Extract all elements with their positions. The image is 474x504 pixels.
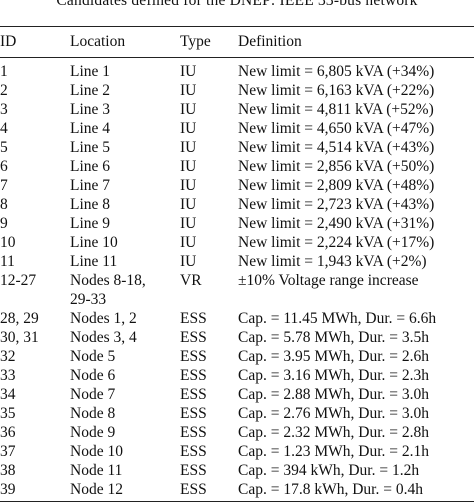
cell-definition: New limit = 2,224 kVA (+17%): [238, 234, 435, 251]
cell-location: Node 7: [70, 386, 116, 403]
cell-type: ESS: [180, 329, 207, 346]
header-type: Type: [180, 33, 211, 50]
cell-type: ESS: [180, 386, 207, 403]
cell-definition: New limit = 6,805 kVA (+34%): [238, 63, 435, 80]
cell-location: Nodes 3, 4: [70, 329, 137, 346]
cell-type: ESS: [180, 367, 207, 384]
cell-definition: New limit = 2,856 kVA (+50%): [238, 158, 435, 175]
cell-type: IU: [180, 215, 197, 232]
header-rule: [0, 57, 474, 58]
cell-definition: New limit = 2,723 kVA (+43%): [238, 196, 435, 213]
cell-definition: New limit = 4,650 kVA (+47%): [238, 120, 435, 137]
cell-id: 38: [0, 462, 16, 479]
cell-type: IU: [180, 63, 197, 80]
cell-id: 2: [0, 82, 8, 99]
cell-definition: Cap. = 2.76 MWh, Dur. = 3.0h: [238, 405, 429, 422]
cell-location: Node 12: [70, 481, 123, 498]
cell-definition: New limit = 4,811 kVA (+52%): [238, 101, 434, 118]
cell-type: ESS: [180, 481, 207, 498]
cell-id: 28, 29: [0, 310, 39, 327]
cell-location: Line 4: [70, 120, 111, 137]
cell-id: 33: [0, 367, 16, 384]
cell-location: Node 5: [70, 348, 116, 365]
cell-id: 1: [0, 63, 8, 80]
cell-location: Line 11: [70, 253, 118, 270]
cell-id: 34: [0, 386, 16, 403]
cell-type: IU: [180, 253, 197, 270]
cell-id: 10: [0, 234, 16, 251]
cell-type: IU: [180, 101, 197, 118]
cell-definition: Cap. = 11.45 MWh, Dur. = 6.6h: [238, 310, 437, 327]
bottom-rule: [0, 501, 474, 503]
cell-location: Node 6: [70, 367, 116, 384]
cell-location: Node 11: [70, 462, 123, 479]
cell-type: IU: [180, 120, 197, 137]
cell-id: 7: [0, 177, 8, 194]
cell-definition: Cap. = 2.88 MWh, Dur. = 3.0h: [238, 386, 429, 403]
cell-definition: Cap. = 2.32 MWh, Dur. = 2.8h: [238, 424, 429, 441]
table-caption: Candidates defined for the DNEP: IEEE 33…: [56, 0, 418, 9]
cell-id: 8: [0, 196, 8, 213]
cell-definition: New limit = 1,943 kVA (+2%): [238, 253, 427, 270]
cell-type: IU: [180, 234, 197, 251]
cell-type: ESS: [180, 424, 207, 441]
cell-type: IU: [180, 139, 197, 156]
cell-id: 11: [0, 253, 15, 270]
cell-type: ESS: [180, 348, 207, 365]
cell-location: Line 3: [70, 101, 111, 118]
cell-id: 36: [0, 424, 16, 441]
cell-location: Node 8: [70, 405, 116, 422]
cell-location: Line 6: [70, 158, 111, 175]
cell-location: Node 10: [70, 443, 123, 460]
top-rule: [0, 26, 474, 28]
cell-id: 3: [0, 101, 8, 118]
cell-id: 37: [0, 443, 16, 460]
cell-definition: Cap. = 5.78 MWh, Dur. = 3.5h: [238, 329, 429, 346]
cell-type: ESS: [180, 443, 207, 460]
cell-type: ESS: [180, 462, 207, 479]
cell-id: 35: [0, 405, 16, 422]
cell-type: IU: [180, 158, 197, 175]
cell-id: 30, 31: [0, 329, 39, 346]
cell-id: 5: [0, 139, 8, 156]
cell-type: IU: [180, 177, 197, 194]
cell-id: 32: [0, 348, 16, 365]
header-id: ID: [0, 33, 17, 50]
cell-definition: New limit = 2,809 kVA (+48%): [238, 177, 435, 194]
cell-definition: New limit = 4,514 kVA (+43%): [238, 139, 435, 156]
table-body: 1 Line 1 IU New limit = 6,805 kVA (+34%) 2 Li…: [0, 63, 474, 499]
cell-location: Line 7: [70, 177, 111, 194]
header-location: Location: [70, 33, 126, 50]
cell-definition: New limit = 6,163 kVA (+22%): [238, 82, 435, 99]
cell-location: Nodes 8-18,: [70, 272, 146, 289]
header-definition: Definition: [238, 33, 302, 50]
cell-location: Line 8: [70, 196, 111, 213]
cell-id: 4: [0, 120, 8, 137]
cell-location: 29-33: [70, 291, 107, 308]
cell-definition: Cap. = 3.95 MWh, Dur. = 2.6h: [238, 348, 429, 365]
cell-type: VR: [180, 272, 202, 289]
cell-location: Line 5: [70, 139, 111, 156]
cell-definition: New limit = 2,490 kVA (+31%): [238, 215, 435, 232]
cell-definition: Cap. = 1.23 MWh, Dur. = 2.1h: [238, 443, 429, 460]
cell-definition: Cap. = 3.16 MWh, Dur. = 2.3h: [238, 367, 429, 384]
cell-type: IU: [180, 82, 197, 99]
cell-location: Line 2: [70, 82, 111, 99]
cell-id: 9: [0, 215, 8, 232]
cell-type: IU: [180, 196, 197, 213]
cell-location: Line 9: [70, 215, 111, 232]
cell-definition: Cap. = 394 kWh, Dur. = 1.2h: [238, 462, 420, 479]
cell-location: Nodes 1, 2: [70, 310, 137, 327]
cell-location: Line 10: [70, 234, 118, 251]
cell-location: Node 9: [70, 424, 116, 441]
cell-definition: Cap. = 17.8 kWh, Dur. = 0.4h: [238, 481, 423, 498]
cell-id: 6: [0, 158, 8, 175]
cell-id: 12-27: [0, 272, 37, 289]
cell-type: ESS: [180, 310, 207, 327]
cell-type: ESS: [180, 405, 207, 422]
cell-definition: ±10% Voltage range increase: [238, 272, 419, 289]
cell-location: Line 1: [70, 63, 111, 80]
cell-id: 39: [0, 481, 16, 498]
